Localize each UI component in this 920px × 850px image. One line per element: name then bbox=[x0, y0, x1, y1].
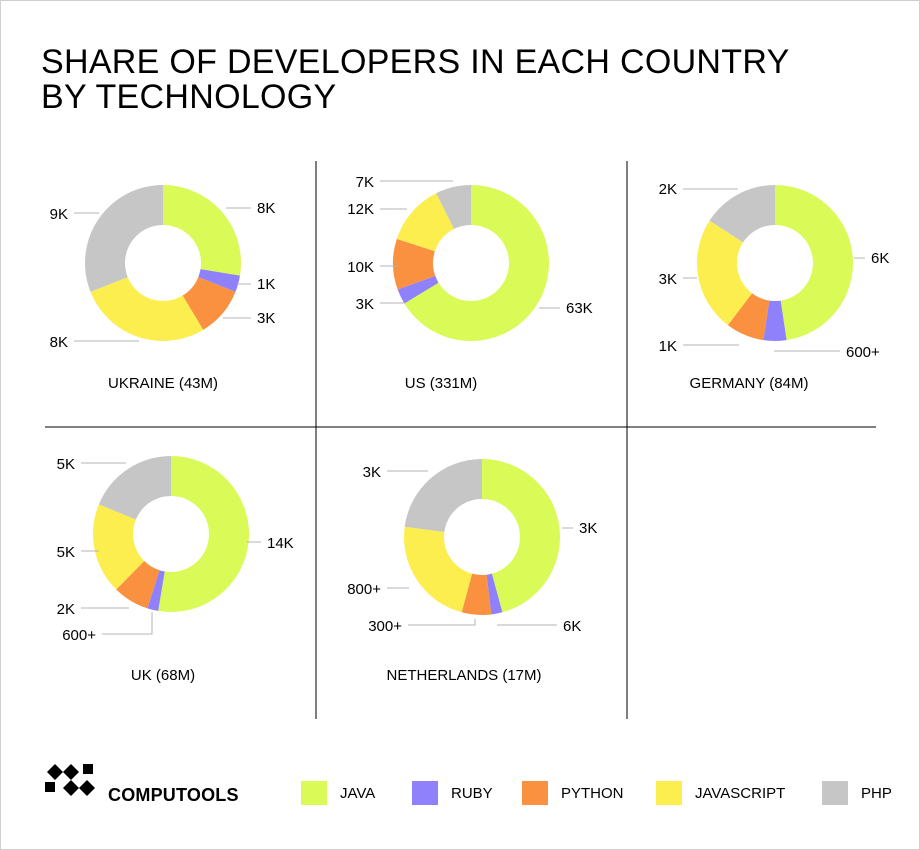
donut-slice-php bbox=[85, 185, 163, 292]
donut-chart: 8K 1K 3K 8K 9K UKRAINE (43M) bbox=[50, 185, 275, 392]
legend-swatch bbox=[522, 781, 548, 805]
donut-slice-javascript bbox=[396, 193, 455, 252]
legend-label: RUBY bbox=[451, 785, 493, 802]
donut-slice-python bbox=[461, 573, 492, 615]
chart-country-label: US (331M) bbox=[405, 375, 478, 392]
donut-slice-javascript bbox=[404, 526, 473, 613]
donut-slice-ruby bbox=[486, 573, 503, 615]
slice-value-label: 600+ bbox=[846, 344, 880, 361]
donut-slice-java bbox=[775, 185, 854, 341]
donut-slice-ruby bbox=[763, 300, 787, 342]
donut-slice-javascript bbox=[93, 504, 145, 590]
donut-slice-javascript bbox=[697, 220, 753, 326]
donut-slice-php bbox=[404, 459, 482, 533]
donut-slice-python bbox=[116, 561, 160, 609]
donut-slice-java bbox=[158, 455, 250, 613]
legend-swatch bbox=[412, 781, 438, 805]
legend-label: PHP bbox=[861, 785, 892, 802]
slice-value-label: 8K bbox=[50, 334, 68, 351]
computools-logo-icon bbox=[45, 764, 95, 796]
slice-value-label: 3K bbox=[363, 464, 381, 481]
donut-slice-java bbox=[404, 185, 550, 342]
leader-line bbox=[102, 612, 153, 635]
slice-value-label: 9K bbox=[50, 206, 68, 223]
donut-slice-java bbox=[163, 185, 242, 276]
legend-swatch bbox=[822, 781, 848, 805]
legend-label: JAVASCRIPT bbox=[695, 785, 786, 802]
donut-chart: 6K 300+ 800+ 3K 3K NETHERLANDS (17M) bbox=[347, 459, 597, 684]
slice-value-label: 600+ bbox=[62, 627, 96, 644]
donut-slice-javascript bbox=[90, 277, 204, 341]
slice-value-label: 800+ bbox=[347, 581, 381, 598]
slice-value-label: 5K bbox=[57, 456, 75, 473]
slice-value-label: 2K bbox=[57, 601, 75, 618]
slice-value-label: 7K bbox=[356, 174, 374, 191]
title-line-2: BY TECHNOLOGY bbox=[41, 78, 337, 116]
chart-country-label: UK (68M) bbox=[131, 667, 195, 684]
donut-slice-php bbox=[98, 456, 171, 520]
donut-chart: 6K 600+ 1K 3K 2K GERMANY (84M) bbox=[659, 181, 890, 392]
slice-value-label: 3K bbox=[659, 271, 677, 288]
slice-value-label: 6K bbox=[871, 250, 889, 267]
donut-slice-php bbox=[436, 185, 471, 230]
brand-name: COMPUTOOLS bbox=[108, 785, 239, 805]
title-line-1: SHARE OF DEVELOPERS IN EACH COUNTRY bbox=[41, 43, 790, 81]
slice-value-label: 2K bbox=[659, 181, 677, 198]
slice-value-label: 3K bbox=[356, 296, 374, 313]
slice-value-label: 3K bbox=[257, 310, 275, 327]
slice-value-label: 1K bbox=[659, 338, 677, 355]
slice-value-label: 5K bbox=[57, 544, 75, 561]
slice-value-label: 8K bbox=[257, 200, 275, 217]
grid-dividers bbox=[45, 161, 876, 719]
donut-slice-ruby bbox=[198, 269, 240, 292]
chart-country-label: NETHERLANDS (17M) bbox=[386, 667, 541, 684]
legend-swatch bbox=[301, 781, 327, 805]
donut-slice-ruby bbox=[147, 570, 165, 611]
slice-value-label: 10K bbox=[347, 259, 374, 276]
page-title: SHARE OF DEVELOPERS IN EACH COUNTRY BY T… bbox=[41, 45, 790, 115]
slice-value-label: 6K bbox=[563, 618, 581, 635]
legend-label: JAVA bbox=[340, 785, 376, 802]
slice-value-label: 63K bbox=[566, 300, 593, 317]
donut-slice-python bbox=[393, 238, 436, 290]
donut-chart: 14K 600+ 2K 5K 5K UK (68M) bbox=[57, 455, 294, 684]
chart-country-label: GERMANY (84M) bbox=[690, 375, 809, 392]
donut-slice-java bbox=[482, 459, 560, 613]
donut-chart: 63K 3K 10K 12K 7K US (331M) bbox=[347, 174, 592, 392]
slice-value-label: 14K bbox=[267, 535, 294, 552]
donut-slice-python bbox=[727, 293, 770, 341]
slice-value-label: 3K bbox=[579, 520, 597, 537]
legend-label: PYTHON bbox=[561, 785, 624, 802]
chart-country-label: UKRAINE (43M) bbox=[108, 375, 218, 392]
donut-slice-php bbox=[709, 185, 775, 243]
leader-line bbox=[408, 619, 476, 626]
legend-swatch bbox=[656, 781, 682, 805]
slice-value-label: 300+ bbox=[368, 618, 402, 635]
slice-value-label: 1K bbox=[257, 276, 275, 293]
donut-slice-ruby bbox=[397, 275, 439, 304]
slice-value-label: 12K bbox=[347, 201, 374, 218]
donut-slice-python bbox=[182, 277, 236, 330]
